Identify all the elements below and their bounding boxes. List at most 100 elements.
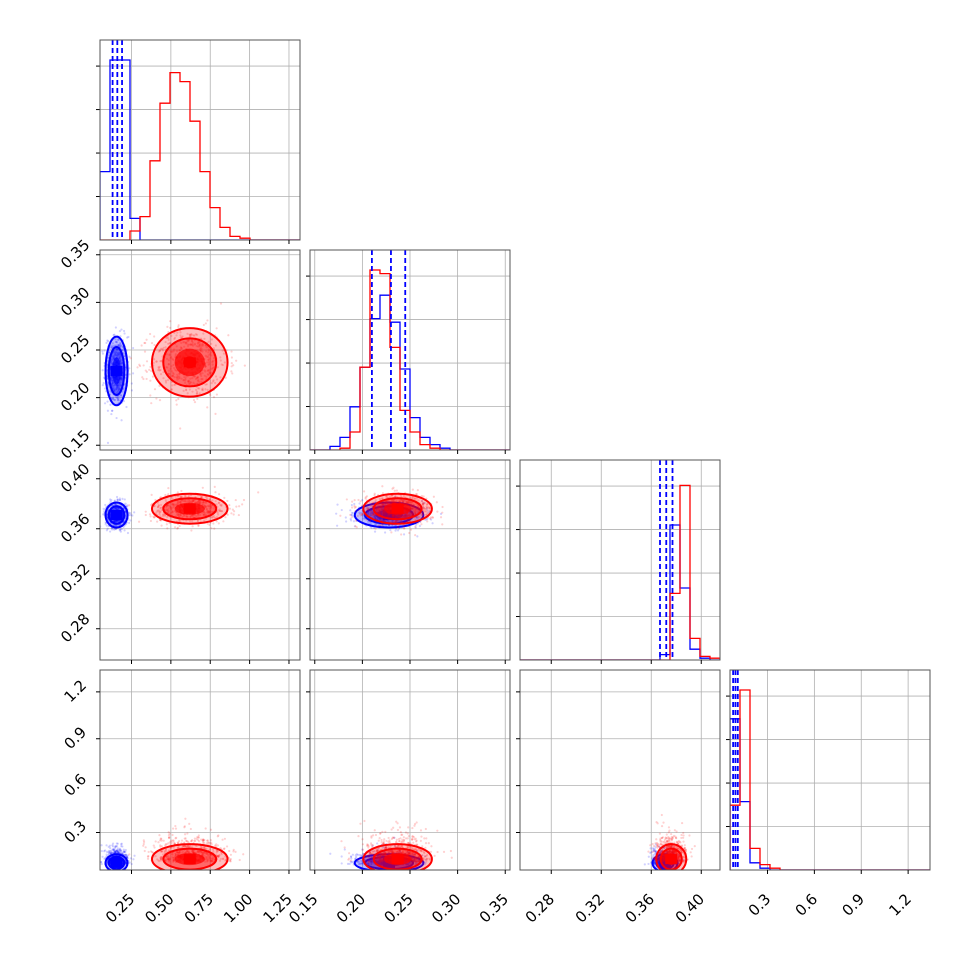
- scatter-point: [381, 503, 384, 506]
- scatter-point: [215, 843, 218, 846]
- scatter-point: [208, 856, 211, 859]
- scatter-point: [207, 841, 210, 844]
- scatter-point: [186, 850, 189, 853]
- scatter-point: [417, 506, 420, 509]
- scatter-point: [107, 851, 111, 854]
- scatter-point: [385, 495, 388, 498]
- scatter-point: [174, 368, 177, 371]
- scatter-point: [412, 510, 415, 513]
- scatter-point: [372, 513, 376, 516]
- scatter-point: [361, 512, 365, 516]
- scatter-point: [403, 515, 406, 518]
- scatter-point: [118, 358, 121, 361]
- scatter-point: [189, 381, 192, 384]
- scatter-point: [182, 389, 185, 392]
- scatter-point: [405, 520, 409, 523]
- scatter-point: [234, 850, 237, 853]
- scatter-point: [208, 505, 211, 508]
- scatter-point: [164, 844, 167, 847]
- scatter-point: [173, 526, 177, 529]
- scatter-point: [172, 502, 175, 506]
- scatter-point: [115, 416, 118, 420]
- scatter-point: [183, 826, 186, 829]
- scatter-point: [385, 501, 389, 504]
- scatter-point: [116, 851, 119, 854]
- panel-3-0: 0.25 0.50 0.75 1.00 1.250.30.60.91.2: [60, 669, 301, 926]
- hist-blue: [100, 59, 300, 240]
- scatter-point: [176, 851, 180, 854]
- scatter-point: [207, 509, 210, 513]
- scatter-point: [189, 381, 192, 384]
- scatter-point: [189, 516, 192, 519]
- scatter-point: [145, 377, 148, 381]
- scatter-point: [403, 515, 406, 518]
- scatter-point: [394, 520, 398, 523]
- scatter-point: [156, 520, 159, 523]
- scatter-point: [171, 506, 174, 509]
- scatter-point: [196, 836, 199, 839]
- scatter-point: [112, 356, 115, 359]
- scatter-point: [114, 340, 117, 344]
- scatter-point: [168, 832, 171, 835]
- scatter-point: [224, 858, 227, 861]
- y-tick-label: 0.15: [57, 426, 93, 462]
- scatter-point: [354, 519, 358, 522]
- scatter-point: [172, 372, 175, 376]
- scatter-point: [169, 356, 172, 360]
- scatter-point: [157, 503, 160, 507]
- panel-frame: [99, 459, 301, 661]
- scatter-point: [202, 501, 205, 504]
- scatter-point: [106, 369, 109, 372]
- scatter-point: [158, 834, 161, 837]
- scatter-point: [422, 495, 425, 498]
- scatter-point: [154, 840, 157, 843]
- scatter-point: [367, 506, 370, 509]
- scatter-point: [120, 358, 123, 361]
- scatter-point: [420, 500, 424, 503]
- scatter-point: [370, 507, 374, 510]
- scatter-point: [167, 858, 170, 861]
- scatter-point: [428, 507, 431, 510]
- scatter-point: [197, 839, 200, 842]
- scatter-point: [212, 514, 215, 517]
- scatter-point: [123, 850, 126, 854]
- scatter-point: [414, 512, 417, 515]
- scatter-point: [428, 506, 431, 510]
- y-tick-label: 0.25: [57, 331, 93, 367]
- scatter-point: [220, 509, 223, 513]
- scatter-point: [183, 845, 186, 848]
- scatter-point: [398, 514, 401, 517]
- scatter-point: [394, 520, 397, 523]
- scatter-point: [403, 513, 407, 517]
- scatter-point: [199, 373, 202, 376]
- scatter-point: [172, 827, 175, 830]
- scatter-point: [178, 372, 181, 376]
- scatter-point: [220, 503, 223, 506]
- scatter-point: [116, 348, 119, 351]
- scatter-point: [416, 510, 419, 514]
- scatter-point: [162, 853, 165, 856]
- scatter-point: [162, 513, 165, 516]
- scatter-point: [173, 375, 176, 379]
- scatter-point: [421, 502, 424, 506]
- scatter-point: [177, 851, 180, 855]
- scatter-point: [166, 508, 169, 512]
- scatter-point: [175, 836, 178, 839]
- scatter-point: [108, 351, 111, 354]
- scatter-point: [182, 845, 185, 848]
- scatter-point: [194, 377, 198, 381]
- scatter-point: [211, 363, 214, 366]
- scatter-point: [206, 497, 209, 501]
- scatter-point: [198, 502, 201, 505]
- scatter-point: [170, 388, 173, 391]
- scatter-point: [124, 366, 127, 369]
- scatter-point: [383, 531, 387, 534]
- scatter-point: [172, 504, 175, 507]
- scatter-point: [222, 520, 225, 523]
- scatter-point: [414, 507, 417, 510]
- scatter-point: [401, 500, 405, 503]
- scatter-point: [187, 339, 191, 342]
- scatter-point: [115, 850, 118, 853]
- scatter-point: [105, 529, 109, 532]
- scatter-point: [209, 828, 213, 831]
